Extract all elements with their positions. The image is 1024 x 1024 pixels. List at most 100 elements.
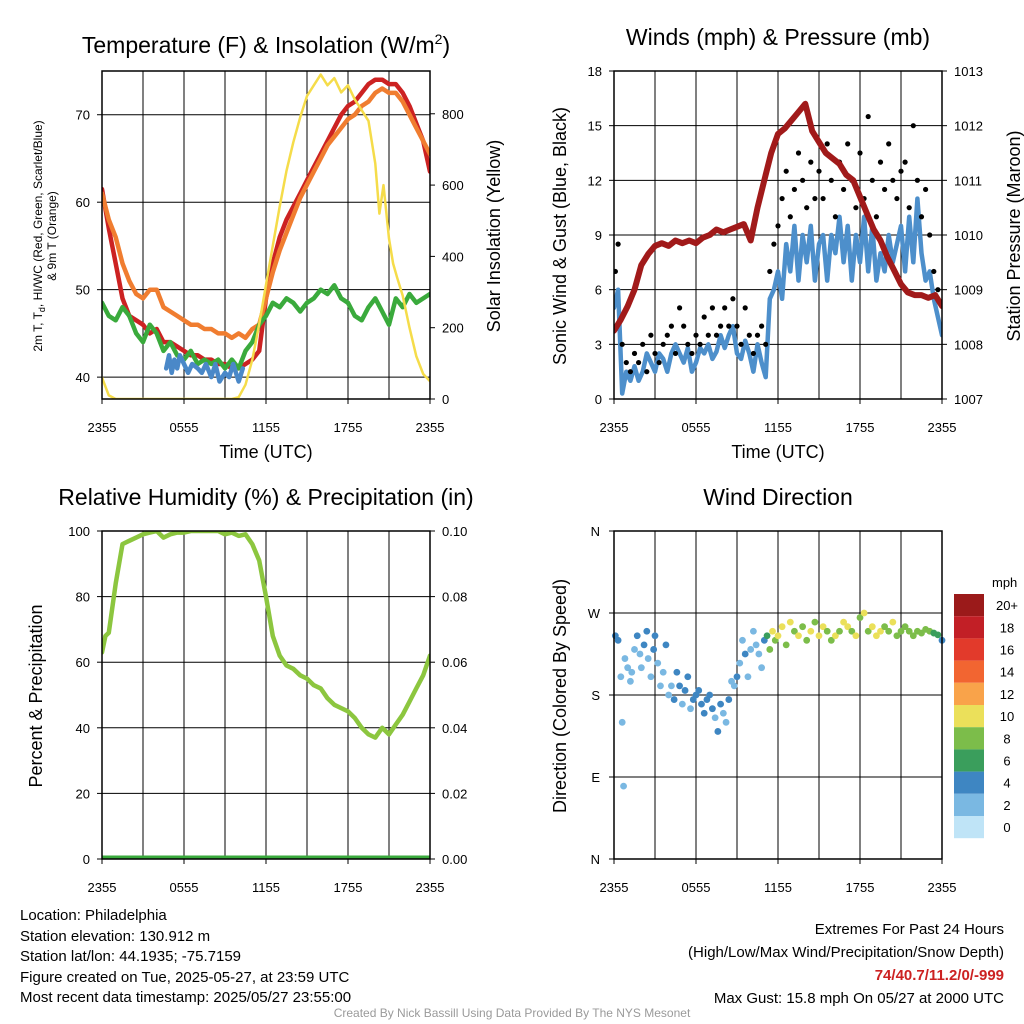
x-tick-label: 2355 <box>88 420 117 435</box>
direction-point <box>651 632 659 640</box>
legend-label: 12 <box>1000 687 1014 702</box>
direction-point <box>633 632 641 640</box>
direction-point <box>836 627 843 635</box>
series-group <box>102 531 430 859</box>
figure-created: Figure created on Tue, 2025-05-27, at 23… <box>20 968 350 986</box>
gust-point <box>672 350 679 357</box>
direction-point <box>640 641 648 649</box>
gust-point <box>746 332 752 338</box>
plot-frame <box>101 70 431 400</box>
gust-point <box>644 369 650 375</box>
direction-point <box>739 636 746 644</box>
winds-xlabel: Time (UTC) <box>731 442 824 462</box>
temperature-ylabel: 2m T, Td, HI/WC (Red, Green, Scarlet/Blu… <box>31 120 47 351</box>
legend-label: 0 <box>1003 820 1010 835</box>
gust-point <box>619 341 625 347</box>
legend-swatch <box>954 638 984 661</box>
gust-point <box>767 268 773 275</box>
legend-swatch <box>954 727 984 750</box>
gust-point <box>886 141 892 147</box>
gust-point <box>828 177 834 183</box>
direction-point <box>774 632 782 640</box>
direction-point <box>659 668 667 676</box>
pressure-y2label: Station Pressure (Maroon) <box>1004 130 1024 341</box>
y2-tick-label: 0.06 <box>442 655 467 670</box>
series-line-0 <box>102 531 430 740</box>
y-tick-label: 60 <box>76 195 90 210</box>
y-tick-label: 3 <box>595 337 602 352</box>
direction-point <box>647 673 655 681</box>
gust-point <box>779 195 785 202</box>
series-group <box>102 73 430 399</box>
direction-point <box>827 636 835 644</box>
legend-swatch <box>954 749 984 772</box>
direction-point <box>868 623 876 631</box>
direction-ylabel: Direction (Colored By Speed) <box>550 579 570 813</box>
direction-point <box>786 618 794 626</box>
x-tick-label: 0555 <box>170 420 199 435</box>
x-tick-label: 1155 <box>252 420 280 435</box>
gust-point <box>759 323 765 329</box>
direction-point <box>769 627 776 635</box>
direction-point <box>687 705 694 713</box>
y-tick-label: 18 <box>588 64 602 79</box>
y-tick-label: 60 <box>76 655 90 670</box>
gust-point <box>754 332 761 338</box>
extremes-values: 74/40.7/11.2/0/-999 <box>874 967 1004 984</box>
temperature-ylabel-2: & 9m T (Orange) <box>45 191 59 281</box>
recent-timestamp: Most recent data timestamp: 2025/05/27 2… <box>20 989 352 1006</box>
direction-point <box>621 655 629 662</box>
gust-point <box>869 177 875 183</box>
direction-point <box>627 677 634 685</box>
direction-point <box>752 641 760 649</box>
direction-point <box>618 718 626 726</box>
direction-point <box>644 655 652 662</box>
legend-label: 2 <box>1003 798 1010 813</box>
x-tick-label: 0555 <box>682 420 711 435</box>
station-latlon: Station lat/lon: 44.1935; -75.7159 <box>20 948 242 965</box>
gust-point <box>681 323 687 329</box>
y-tick-label: N <box>591 524 600 539</box>
direction-point <box>684 673 692 681</box>
series-line-2 <box>102 283 430 371</box>
gust-point <box>931 268 937 275</box>
direction-point <box>733 673 741 681</box>
y2-tick-label: 0.04 <box>442 721 467 736</box>
x-tick-label: 2355 <box>416 420 445 435</box>
gust-point <box>902 159 908 165</box>
y2-tick-label: 0 <box>442 392 449 407</box>
direction-point <box>695 687 703 694</box>
y2-tick-label: 600 <box>442 178 464 193</box>
y-tick-label: 100 <box>68 524 90 539</box>
gust-point <box>722 305 728 311</box>
y-tick-label: 15 <box>588 119 602 134</box>
direction-point <box>714 728 722 735</box>
series-line-3 <box>163 353 246 384</box>
plot-frame <box>613 70 943 400</box>
x-tick-label: 1755 <box>846 880 875 895</box>
direction-point <box>668 682 675 690</box>
direction-point <box>678 700 686 708</box>
gust-point <box>935 287 941 293</box>
gust-point <box>832 214 839 220</box>
direction-point <box>873 632 880 640</box>
y-tick-label: N <box>591 852 600 867</box>
series-line-2 <box>614 100 942 334</box>
direction-point <box>803 636 811 644</box>
direction-point <box>852 632 860 640</box>
direction-point <box>717 700 724 708</box>
gust-point <box>877 159 884 165</box>
direction-point <box>725 696 733 703</box>
gust-point <box>677 305 683 311</box>
legend-label: 10 <box>1000 709 1014 724</box>
x-tick-label: 1755 <box>846 420 875 435</box>
direction-point <box>864 627 872 635</box>
y2-tick-label: 800 <box>442 107 464 122</box>
direction-point <box>909 632 917 640</box>
direction-point <box>657 682 664 690</box>
direction-point <box>844 623 852 631</box>
gust-point <box>923 186 929 193</box>
direction-point <box>654 659 662 667</box>
gust-point <box>713 332 720 338</box>
gust-point <box>709 305 716 311</box>
